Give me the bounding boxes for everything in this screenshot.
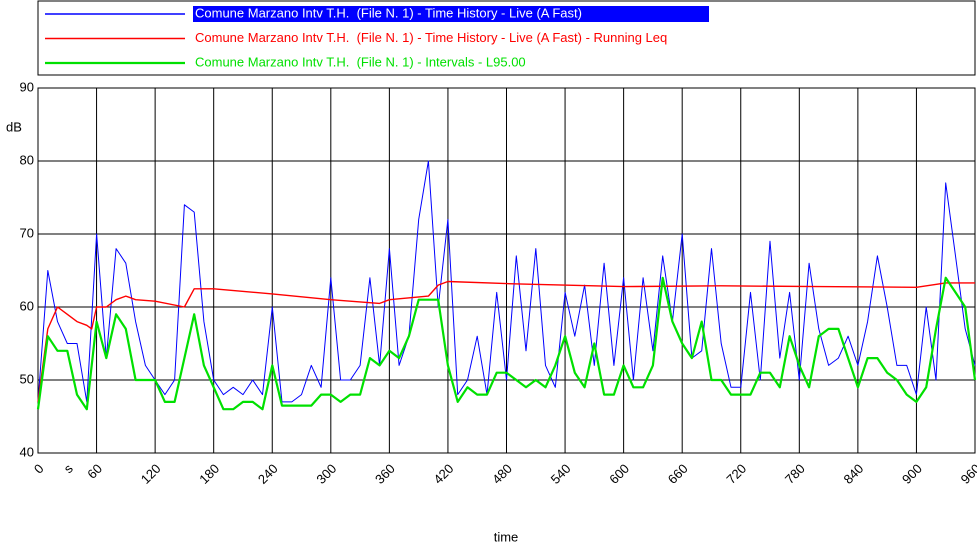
y-tick-label: 70 — [20, 225, 34, 240]
x-unit: s — [61, 461, 77, 477]
y-tick-label: 80 — [20, 152, 34, 167]
y-tick-label: 40 — [20, 444, 34, 459]
y-unit: dB — [6, 119, 22, 134]
series-line — [37, 160, 976, 403]
series-line — [36, 276, 977, 411]
legend-highlight — [193, 6, 709, 22]
x-tick-label: 60 — [84, 461, 105, 482]
x-axis-label: time — [494, 529, 519, 544]
x-tick-label: 540 — [548, 461, 574, 487]
y-tick-label: 60 — [20, 298, 34, 313]
x-tick-label: 0 — [31, 461, 47, 477]
legend-label: Comune Marzano Intv T.H. (File N. 1) - T… — [195, 5, 582, 20]
y-tick-label: 50 — [20, 371, 34, 386]
x-tick-label: 300 — [313, 461, 339, 487]
x-tick-label: 840 — [840, 461, 866, 487]
x-tick-label: 480 — [489, 461, 515, 487]
x-tick-label: 360 — [372, 461, 398, 487]
legend-label: Comune Marzano Intv T.H. (File N. 1) - I… — [195, 54, 526, 69]
x-tick-label: 960 — [958, 461, 977, 487]
x-tick-label: 240 — [255, 461, 281, 487]
x-tick-label: 120 — [138, 461, 164, 487]
y-tick-label: 90 — [20, 79, 34, 94]
x-tick-label: 720 — [723, 461, 749, 487]
series-line — [37, 280, 975, 402]
x-tick-label: 600 — [606, 461, 632, 487]
legend-label: Comune Marzano Intv T.H. (File N. 1) - T… — [195, 30, 667, 45]
x-tick-label: 900 — [899, 461, 925, 487]
x-tick-label: 780 — [782, 461, 808, 487]
x-tick-label: 660 — [665, 461, 691, 487]
x-tick-label: 180 — [196, 461, 222, 487]
x-tick-label: 420 — [431, 461, 457, 487]
